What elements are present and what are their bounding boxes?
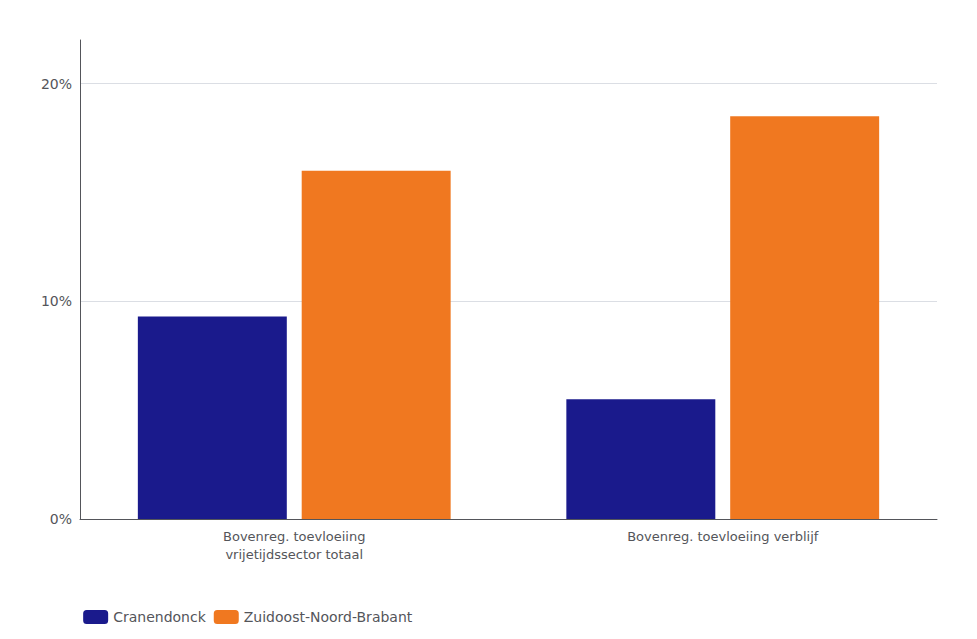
- svg-text:Bovenreg. toevloeiing: Bovenreg. toevloeiing: [223, 529, 365, 544]
- svg-text:Cranendonck: Cranendonck: [113, 609, 206, 625]
- svg-text:20%: 20%: [41, 76, 72, 92]
- svg-text:Bovenreg. toevloeiing verblijf: Bovenreg. toevloeiing verblijf: [627, 529, 819, 544]
- svg-text:10%: 10%: [41, 293, 72, 309]
- svg-text:Zuidoost-Noord-Brabant: Zuidoost-Noord-Brabant: [244, 609, 413, 625]
- svg-text:0%: 0%: [50, 511, 72, 527]
- svg-text:vrijetijdssector totaal: vrijetijdssector totaal: [225, 547, 363, 562]
